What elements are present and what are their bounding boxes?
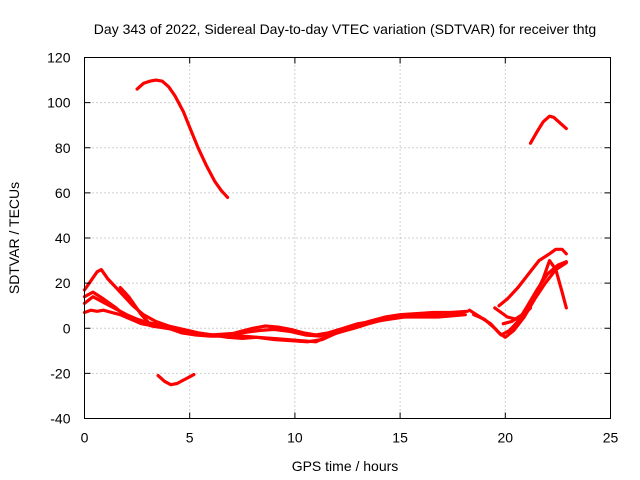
y-tick-label: 80 xyxy=(55,140,71,156)
y-tick-label: 0 xyxy=(63,320,71,336)
series-line-tail-5 xyxy=(493,306,533,321)
series-line-tail-2 xyxy=(472,260,568,337)
x-tick-label: 10 xyxy=(287,430,303,446)
x-axis-label: GPS time / hours xyxy=(292,458,399,474)
y-tick-label: 60 xyxy=(55,185,71,201)
series-line-arc-low xyxy=(156,372,196,387)
series-group xyxy=(82,78,568,387)
axis-ticks xyxy=(84,57,611,419)
y-axis-label: SDTVAR / TECUs xyxy=(6,182,22,294)
y-tick-label: -20 xyxy=(50,365,70,381)
plot-frame xyxy=(84,57,611,419)
y-tick-label: -40 xyxy=(50,411,70,427)
x-tick-label: 0 xyxy=(81,430,89,446)
series-line-arc-high-early xyxy=(135,78,230,199)
x-tick-label: 15 xyxy=(392,430,408,446)
series-line-arc-high-late xyxy=(528,114,568,145)
y-tick-label: 100 xyxy=(47,95,71,111)
series-line-tail-3 xyxy=(497,247,568,308)
x-tick-label: 25 xyxy=(603,430,619,446)
series-line-arc-d xyxy=(82,290,469,338)
x-tick-label: 5 xyxy=(186,430,194,446)
series-line-arc-b xyxy=(82,295,467,344)
y-tick-label: 40 xyxy=(55,230,71,246)
series-line-tail-1 xyxy=(467,261,568,339)
y-tick-label: 20 xyxy=(55,275,71,291)
y-tick-label: 120 xyxy=(47,50,71,66)
series-line-arc-e xyxy=(118,286,150,324)
chart-title: Day 343 of 2022, Sidereal Day-to-day VTE… xyxy=(94,21,596,37)
x-tick-label: 20 xyxy=(498,430,514,446)
tick-labels: 0 5 10 15 20 25 -40 -20 0 20 40 60 80 100 120 xyxy=(47,50,618,446)
grid-lines xyxy=(84,57,611,419)
